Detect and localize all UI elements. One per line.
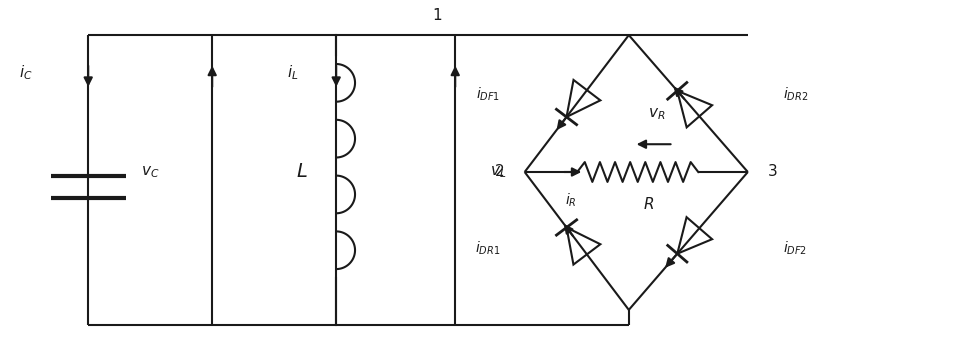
Text: $i_R$: $i_R$ [566, 192, 577, 209]
Text: $i_{DR2}$: $i_{DR2}$ [783, 86, 808, 103]
Text: 1: 1 [433, 8, 442, 23]
Text: 2: 2 [495, 164, 505, 180]
Text: L: L [296, 162, 307, 182]
Text: R: R [643, 197, 654, 212]
Text: $v_C$: $v_C$ [142, 164, 160, 180]
Text: $i_{DR1}$: $i_{DR1}$ [474, 240, 500, 257]
Text: $i_{DF2}$: $i_{DF2}$ [783, 240, 807, 257]
Text: $v_R$: $v_R$ [648, 107, 665, 122]
Text: $v_L$: $v_L$ [490, 164, 506, 180]
Text: $i_{DF1}$: $i_{DF1}$ [475, 86, 500, 103]
Text: 3: 3 [767, 164, 778, 180]
Text: $i_L$: $i_L$ [286, 63, 298, 82]
Text: $i_C$: $i_C$ [18, 63, 33, 82]
